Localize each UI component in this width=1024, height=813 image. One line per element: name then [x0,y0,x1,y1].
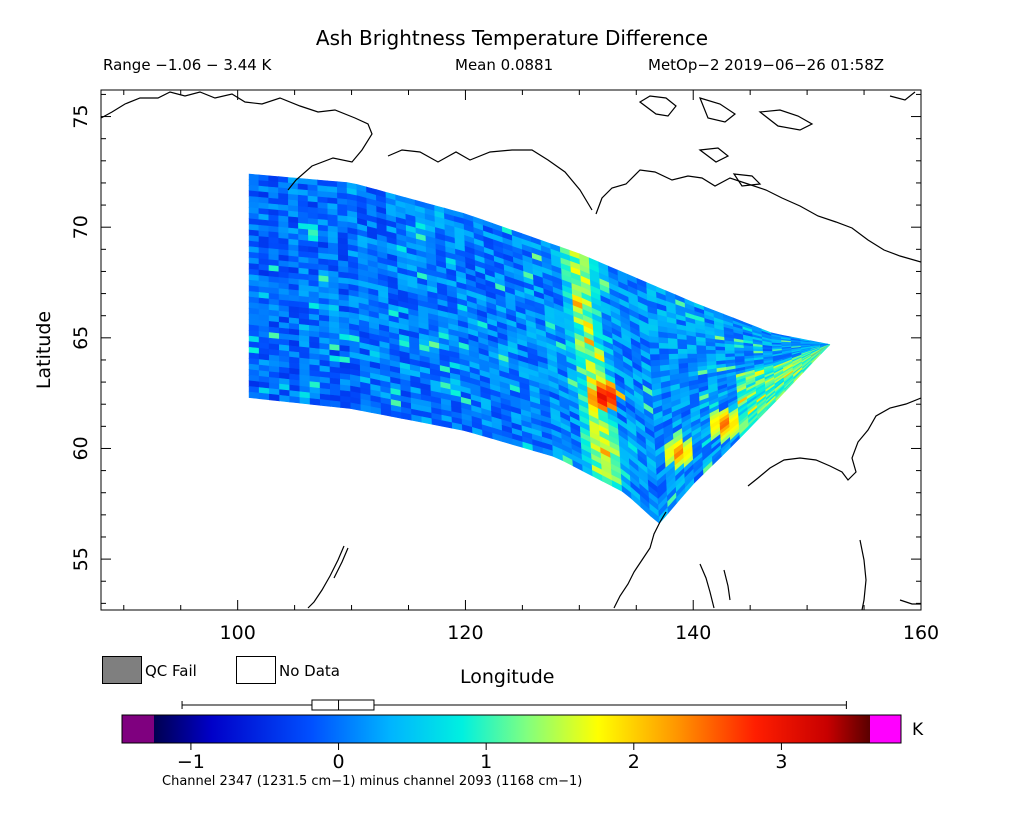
colorbar-below-swatch [122,715,154,743]
swath-cell [659,348,670,355]
swath-cell [668,348,679,355]
plot-frame: 100 120 140 160 55 60 65 70 75 [70,89,939,644]
swath-cell [706,349,717,355]
swath-cell [649,336,660,344]
swath-cell [248,391,260,400]
coastlines [101,91,921,610]
y-tick-label: 75 [70,104,92,128]
swath-cells [248,173,831,525]
swath-cell [289,396,301,404]
coastline-baikal [307,545,349,609]
swath-cell [340,401,352,409]
x-tick-label: 160 [903,622,939,644]
coastline-taimyr [387,149,593,211]
swath-cell [724,346,736,352]
satellite-timestamp: MetOp−2 2019−06−26 01:58Z [648,56,885,74]
swath-cell [686,344,698,351]
colorbar-tick-label: 1 [480,751,492,773]
swath-cell [279,394,291,403]
swath-cell [687,349,698,355]
swath-cell [650,354,661,362]
swath-cell [715,350,726,355]
swath-cell [725,350,736,355]
coastline-islands [638,91,916,187]
mean-readout: Mean 0.0881 [455,56,554,74]
swath-cell [668,343,679,350]
y-axis-label: Latitude [33,310,55,390]
x-tick-label: 100 [220,622,256,644]
swath-cell [696,349,707,355]
y-tick-label: 70 [70,215,92,239]
no-data-swatch [236,656,276,684]
range-readout: Range −1.06 − 3.44 K [103,56,272,74]
chart-title: Ash Brightness Temperature Difference [315,26,709,50]
x-axis-ticks: 100 120 140 160 [123,90,939,644]
swath-cell [715,346,726,352]
colorbar-boxplot [181,699,847,711]
swath-cell [687,353,698,359]
x-tick-label: 140 [675,622,711,644]
colorbar-tick-label: 2 [628,751,640,773]
y-tick-label: 55 [70,547,92,571]
colorbar-above-swatch [870,715,901,743]
swath-cell [677,348,689,355]
x-tick-label: 120 [447,622,483,644]
coastline-sakhalin [699,563,731,609]
qc-fail-label: QC Fail [145,662,197,680]
swath-cell [696,345,707,351]
qc-fail-swatch [102,656,142,684]
map-layer [101,91,921,610]
swath-cell [667,338,679,345]
swath-cell [309,398,321,406]
swath-cell [705,345,717,351]
swath-cell [659,353,670,361]
swath-cell [269,393,280,402]
swath-cell [734,347,745,352]
swath-cell [299,397,311,405]
colorbar-gradient [154,715,870,743]
y-tick-label: 60 [70,436,92,460]
colorbar-tick-label: −1 [177,751,205,773]
colorbar-tick-label: 0 [332,751,344,773]
swath-cell [734,350,745,355]
x-axis-label: Longitude [460,666,555,688]
coastline-okhotsk [747,397,921,487]
colorbar-unit: K [912,720,924,740]
coastline-primorye [613,511,667,609]
boxplot-box [311,699,375,711]
swath-cell [678,353,689,360]
swath-cell [658,342,670,350]
swath-cell [696,353,708,359]
swath-cell [658,337,669,345]
swath-cell [820,344,831,355]
swath-cell [743,350,755,355]
swath-cell [258,392,270,401]
colorbar: −1 0 1 2 3 [121,699,902,773]
no-data-label: No Data [279,662,340,680]
y-axis-ticks: 55 60 65 70 75 [70,93,921,604]
swath-cell [330,400,342,408]
coastline-arctic [101,91,373,191]
swath-cell [668,353,679,360]
colorbar-ticks: −1 0 1 2 3 [177,743,787,773]
swath-cell [649,348,661,356]
colorbar-tick-label: 3 [775,751,787,773]
swath-cell [677,343,688,350]
coastline-kamchatka [859,539,921,610]
swath-cell [649,342,660,350]
colorbar-caption: Channel 2347 (1231.5 cm−1) minus channel… [162,774,583,789]
y-tick-label: 65 [70,326,92,350]
swath-cell [319,399,331,407]
